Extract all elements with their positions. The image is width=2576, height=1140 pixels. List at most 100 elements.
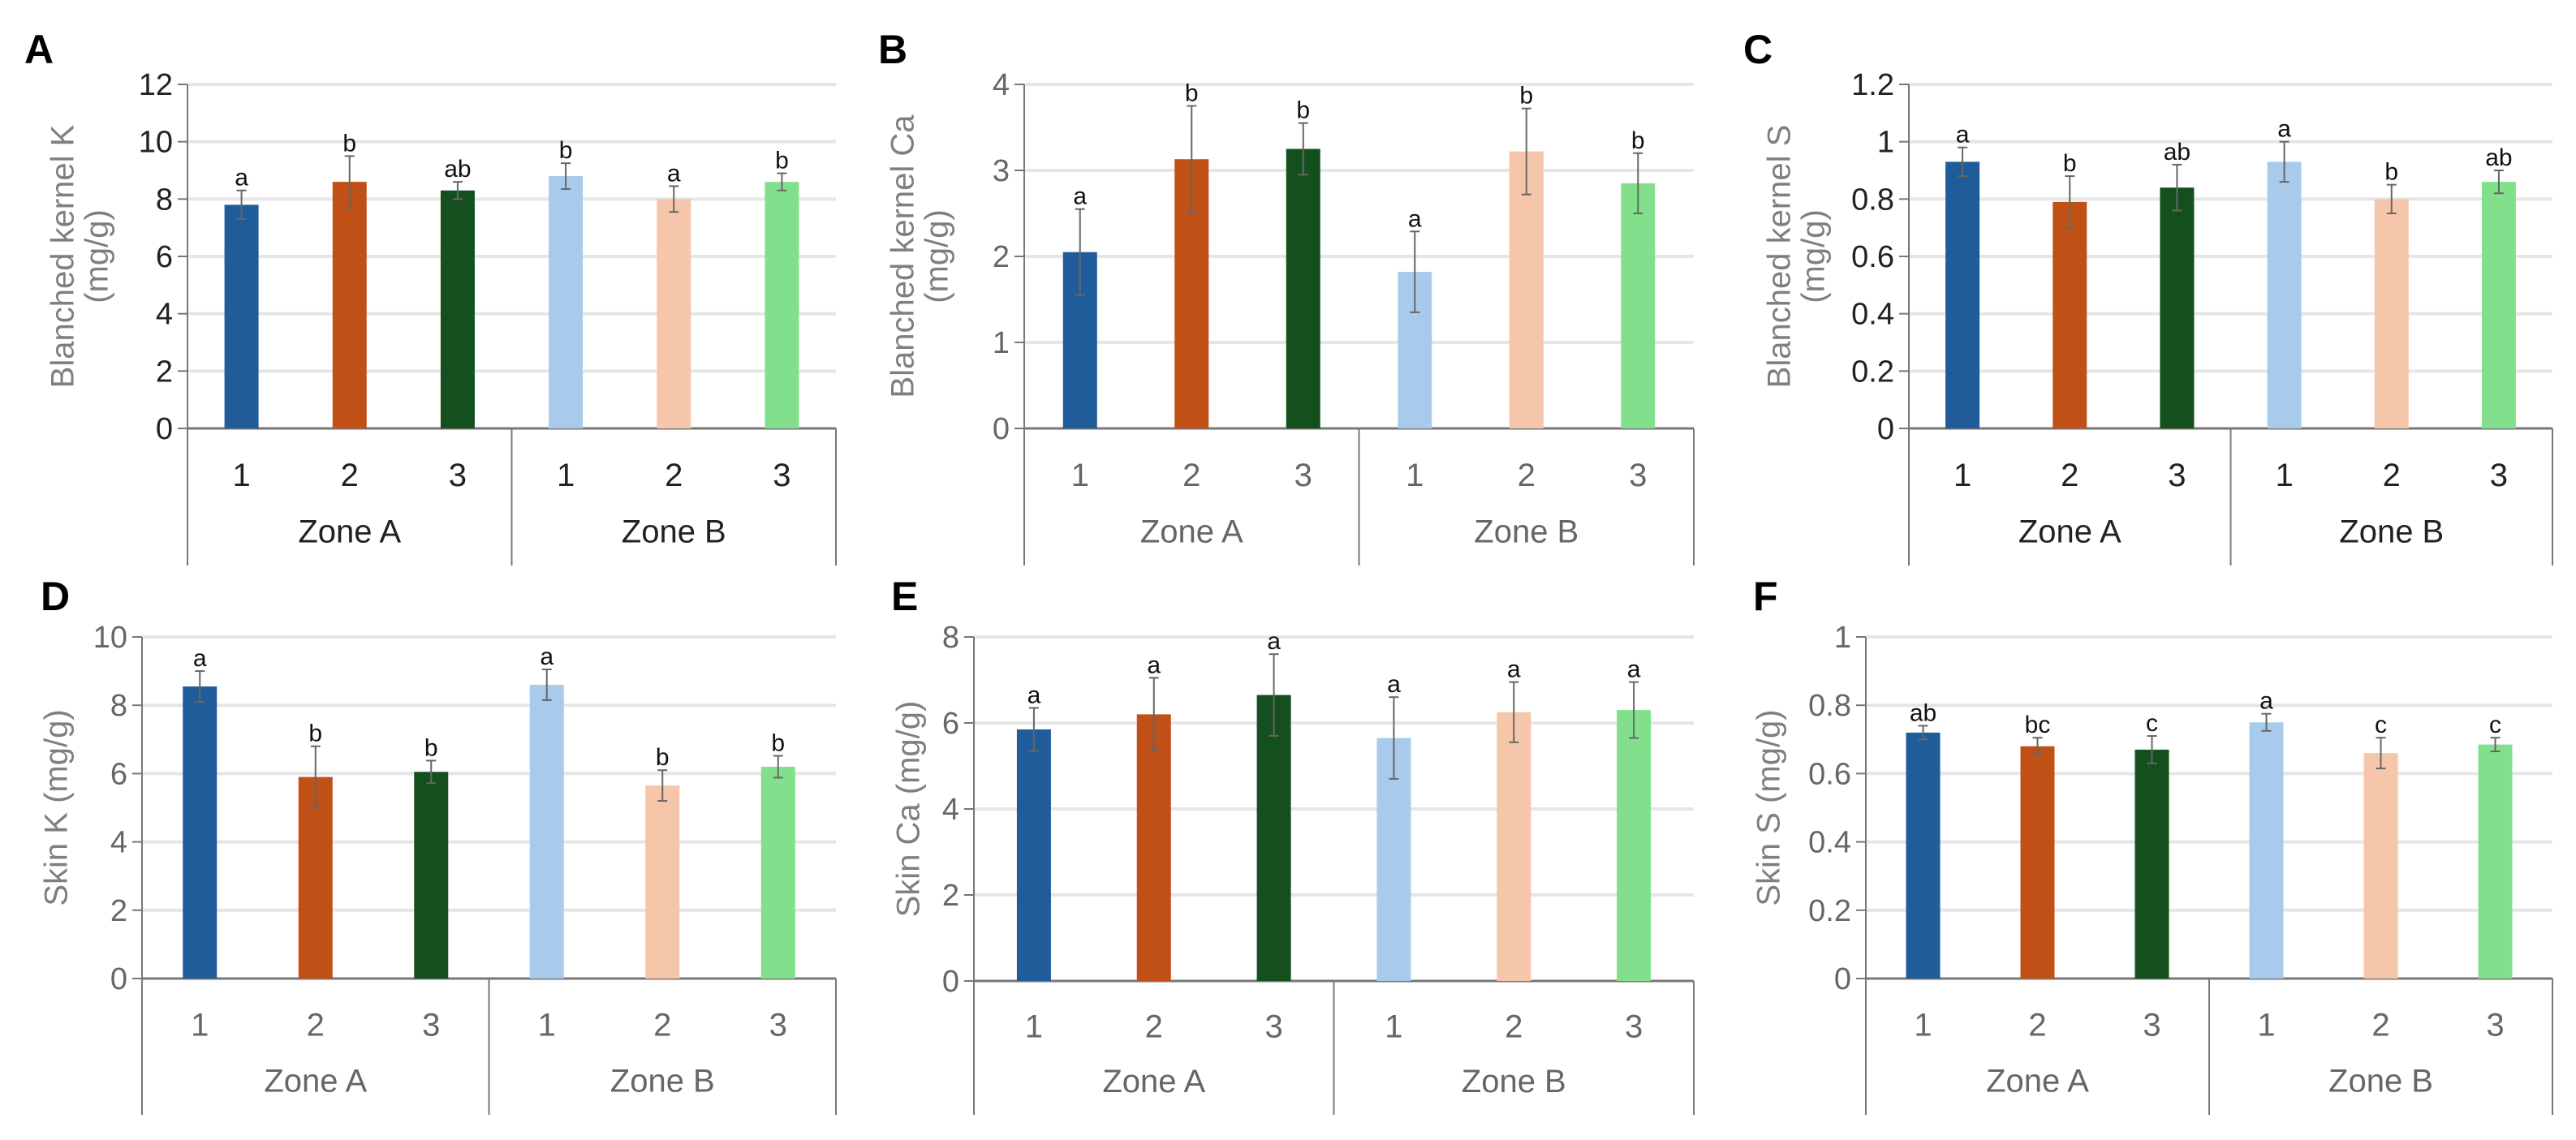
y-tick-label: 10: [139, 126, 173, 160]
bar-b-zone-b-3: [1621, 183, 1656, 428]
x-category-label: 3: [1264, 1009, 1282, 1044]
bar-c-zone-b-3: [2481, 182, 2516, 428]
y-tick-label: 0: [1834, 962, 1851, 996]
x-group-label: Zone A: [1102, 1064, 1205, 1099]
panel-label: B: [878, 27, 907, 72]
y-tick-label: 1: [1834, 621, 1851, 655]
bar-c-zone-b-2: [2374, 199, 2409, 429]
bar-a-zone-a-3: [440, 190, 475, 428]
x-group-label: Zone A: [1140, 514, 1243, 549]
x-group-label: Zone B: [610, 1063, 715, 1099]
significance-letter: b: [1296, 97, 1310, 124]
x-category-label: 2: [2028, 1008, 2046, 1043]
bar-f-zone-a-2: [2020, 746, 2055, 979]
significance-letter: a: [1956, 122, 1970, 148]
x-category-label: 3: [2168, 458, 2186, 493]
significance-letter: b: [424, 734, 438, 761]
significance-letter: ab: [2485, 144, 2512, 171]
bar-c-zone-b-1: [2267, 161, 2302, 428]
x-category-label: 1: [232, 458, 250, 493]
bar-a-zone-a-2: [332, 182, 367, 428]
bar-d-zone-a-1: [183, 686, 218, 979]
y-axis-title: Blanched kernel S: [1762, 125, 1798, 389]
x-category-label: 3: [1625, 1009, 1643, 1044]
x-group-label: Zone B: [2328, 1063, 2433, 1099]
bar-f-zone-a-3: [2134, 749, 2169, 979]
y-tick-label: 0.2: [1808, 894, 1851, 928]
y-tick-label: 0.8: [1851, 183, 1894, 217]
y-axis-title: Skin K (mg/g): [39, 709, 75, 906]
y-tick-label: 6: [942, 707, 959, 741]
bar-b-zone-b-2: [1509, 151, 1544, 428]
bar-e-zone-a-3: [1256, 695, 1291, 981]
y-axis-title: Skin Ca (mg/g): [891, 701, 927, 918]
significance-letter: a: [235, 165, 248, 191]
x-group-label: Zone A: [264, 1063, 367, 1099]
x-category-label: 1: [1025, 1009, 1043, 1044]
x-category-label: 2: [2061, 458, 2078, 493]
x-category-label: 2: [307, 1008, 325, 1043]
significance-letter: a: [2259, 688, 2273, 715]
y-tick-label: 0.8: [1808, 689, 1851, 723]
y-tick-label: 0.4: [1808, 826, 1851, 860]
y-tick-label: 12: [139, 68, 173, 102]
x-group-label: Zone B: [2339, 514, 2444, 549]
bar-f-zone-a-1: [1906, 732, 1941, 979]
significance-letter: a: [1027, 682, 1041, 708]
significance-letter: ab: [1910, 699, 1936, 726]
x-category-label: 3: [449, 458, 467, 493]
significance-letter: b: [656, 744, 670, 771]
panel-label: A: [24, 27, 54, 72]
bar-d-zone-a-2: [298, 776, 333, 979]
bar-d-zone-b-3: [760, 766, 795, 979]
x-group-label: Zone B: [1474, 514, 1579, 549]
x-group-label: Zone B: [1462, 1064, 1566, 1099]
bar-d-zone-b-2: [645, 785, 680, 979]
panel-label: F: [1753, 574, 1778, 619]
x-category-label: 3: [769, 1008, 787, 1043]
significance-letter: a: [1627, 656, 1641, 683]
y-tick-label: 0: [942, 965, 959, 999]
y-tick-label: 4: [110, 826, 127, 860]
significance-letter: a: [1507, 656, 1521, 683]
y-axis-title: (mg/g): [1796, 209, 1832, 303]
x-category-label: 1: [1385, 1009, 1402, 1044]
bar-d-zone-a-3: [414, 772, 449, 979]
significance-letter: c: [2489, 712, 2501, 738]
chart-panel-d: D 0 2 4 6 8 10 Skin K (mg/g) a 1 b 2 b 3 a 1 b 2 b 3 Zone A Z…: [39, 574, 837, 1115]
significance-letter: a: [1387, 671, 1401, 698]
significance-letter: a: [667, 160, 681, 187]
bar-c-zone-a-1: [1945, 161, 1980, 428]
significance-letter: c: [2375, 712, 2387, 738]
y-tick-label: 0: [993, 412, 1010, 446]
y-axis-title: Blanched kernel Ca: [885, 114, 921, 398]
bar-e-zone-b-2: [1497, 712, 1531, 981]
y-axis-title: Skin S (mg/g): [1751, 709, 1787, 906]
y-tick-label: 4: [993, 68, 1010, 102]
x-category-label: 3: [422, 1008, 440, 1043]
x-group-label: Zone B: [622, 514, 726, 549]
bar-a-zone-b-2: [657, 199, 691, 429]
y-tick-label: 8: [156, 183, 173, 217]
y-axis-title: (mg/g): [80, 209, 115, 303]
significance-letter: b: [775, 148, 789, 174]
x-group-label: Zone A: [1986, 1063, 2089, 1099]
x-category-label: 2: [665, 458, 683, 493]
y-tick-label: 3: [993, 154, 1010, 188]
x-category-label: 2: [1518, 458, 1536, 493]
chart-panel-f: F 0 0.2 0.4 0.6 0.8 1 Skin S (mg/g) ab 1 bc 2 c 3 a 1 c 2…: [1751, 574, 2553, 1115]
panel-label: E: [891, 574, 918, 619]
chart-panel-b: B 0 1 2 3 4 Blanched kernel Ca(mg/g) a 1 b 2 b 3 a 1 b 2…: [878, 27, 1695, 566]
significance-letter: bc: [2025, 712, 2051, 738]
bar-a-zone-b-1: [549, 176, 584, 429]
bar-b-zone-a-3: [1286, 148, 1320, 428]
x-category-label: 1: [2257, 1008, 2275, 1043]
bar-d-zone-b-1: [529, 684, 564, 979]
x-category-label: 3: [1294, 458, 1312, 493]
x-category-label: 2: [2371, 1008, 2389, 1043]
x-category-label: 3: [773, 458, 790, 493]
x-category-label: 2: [1505, 1009, 1523, 1044]
significance-letter: a: [540, 643, 554, 670]
bar-e-zone-b-3: [1617, 710, 1652, 981]
